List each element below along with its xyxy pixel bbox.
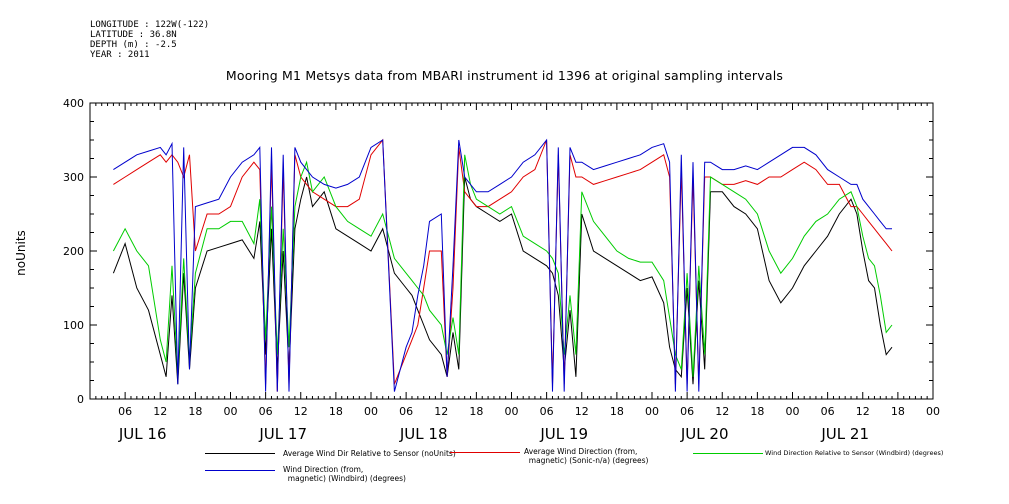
x-tick-label: 18 bbox=[891, 405, 905, 418]
legend-swatch-red bbox=[450, 452, 520, 453]
plot-frame bbox=[89, 102, 934, 400]
x-tick-label: 12 bbox=[153, 405, 167, 418]
x-day-label: JUL 18 bbox=[399, 425, 448, 443]
series-line-avg-dir-relative bbox=[112, 176, 893, 385]
latitude-label: LATITUDE : 36.8N bbox=[90, 30, 177, 40]
metadata-block: LONGITUDE : 122W(-122) LATITUDE : 36.8N … bbox=[90, 20, 209, 60]
x-tick-label: 18 bbox=[329, 405, 343, 418]
x-tick-label: 18 bbox=[188, 405, 202, 418]
legend-label-blue: Wind Direction (from, magnetic) (Windbir… bbox=[283, 465, 406, 483]
x-tick-label: 06 bbox=[540, 405, 554, 418]
legend-swatch-green bbox=[693, 453, 763, 454]
x-tick-label: 00 bbox=[786, 405, 800, 418]
x-tick-label: 18 bbox=[610, 405, 624, 418]
y-tick-label: 200 bbox=[63, 245, 84, 258]
y-tick-label: 100 bbox=[63, 319, 84, 332]
legend-label-green: Wind Direction Relative to Sensor (Windb… bbox=[765, 449, 944, 457]
x-tick-label: 06 bbox=[259, 405, 273, 418]
legend-label-red: Average Wind Direction (from, magnetic) … bbox=[524, 447, 649, 465]
x-tick-label: 12 bbox=[434, 405, 448, 418]
x-tick-label: 00 bbox=[926, 405, 940, 418]
x-tick-label: 18 bbox=[469, 405, 483, 418]
x-tick-label: 06 bbox=[680, 405, 694, 418]
x-tick-label: 12 bbox=[294, 405, 308, 418]
series-line-dir-relative-windbird bbox=[112, 154, 893, 377]
x-day-label: JUL 19 bbox=[539, 425, 588, 443]
x-tick-label: 06 bbox=[118, 405, 132, 418]
longitude-label: LONGITUDE : 122W(-122) bbox=[90, 20, 210, 30]
x-day-label: JUL 17 bbox=[258, 425, 307, 443]
y-tick-label: 400 bbox=[63, 97, 84, 110]
chart-title: Mooring M1 Metsys data from MBARI instru… bbox=[225, 68, 784, 83]
x-day-label: JUL 16 bbox=[118, 425, 167, 443]
x-tick-label: 00 bbox=[364, 405, 378, 418]
depth-label: DEPTH (m) : -2.5 bbox=[90, 40, 177, 50]
x-day-label: JUL 21 bbox=[820, 425, 869, 443]
x-tick-label: 12 bbox=[856, 405, 870, 418]
x-tick-label: 06 bbox=[821, 405, 835, 418]
legend-swatch-blue bbox=[205, 470, 275, 471]
x-tick-label: 12 bbox=[715, 405, 729, 418]
legend-swatch-black bbox=[205, 453, 275, 454]
y-tick-label: 0 bbox=[77, 393, 84, 406]
legend-label-black: Average Wind Dir Relative to Sensor (noU… bbox=[283, 449, 456, 458]
x-tick-label: 12 bbox=[575, 405, 589, 418]
year-label: YEAR : 2011 bbox=[90, 50, 150, 60]
x-tick-label: 00 bbox=[224, 405, 238, 418]
x-tick-label: 06 bbox=[399, 405, 413, 418]
y-tick-label: 300 bbox=[63, 171, 84, 184]
x-day-label: JUL 20 bbox=[680, 425, 729, 443]
x-tick-label: 18 bbox=[750, 405, 764, 418]
x-tick-label: 00 bbox=[505, 405, 519, 418]
x-tick-label: 00 bbox=[645, 405, 659, 418]
series-line-dir-windbird bbox=[113, 138, 892, 392]
